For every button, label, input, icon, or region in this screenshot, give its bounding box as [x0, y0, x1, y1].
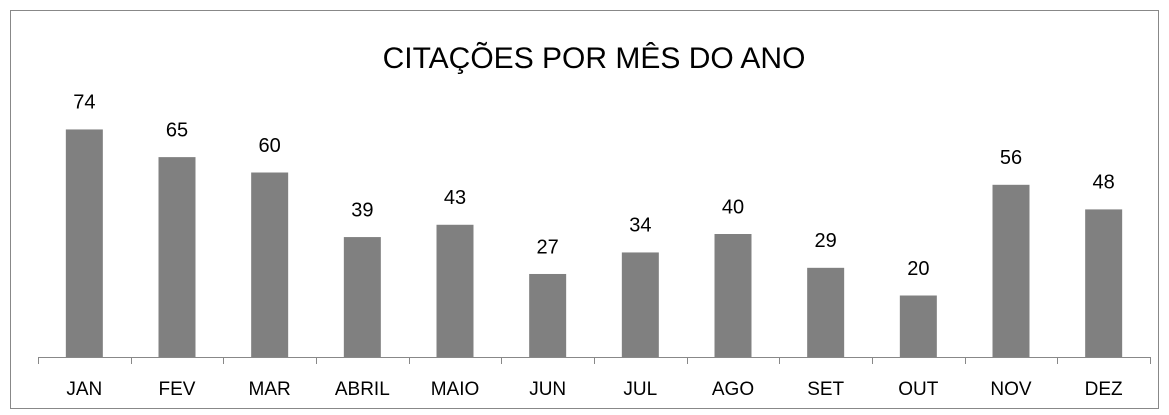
bar	[251, 172, 289, 357]
bar	[714, 234, 752, 357]
bar	[621, 252, 659, 357]
data-label: 74	[73, 92, 95, 114]
x-tick-label: OUT	[898, 379, 939, 400]
x-tick-label: NOV	[990, 379, 1032, 400]
chart-frame	[10, 10, 1159, 409]
data-label: 48	[1093, 172, 1115, 194]
bar	[992, 184, 1030, 357]
bar	[899, 295, 937, 357]
x-tick-label: ABRIL	[335, 379, 390, 400]
data-label: 56	[1000, 147, 1022, 169]
data-label: 40	[722, 196, 744, 218]
bar	[529, 273, 567, 357]
chart-title: CITAÇÕES POR MÊS DO ANO	[383, 41, 806, 75]
data-label: 39	[351, 199, 373, 221]
x-tick-label: AGO	[712, 379, 754, 400]
data-label: 60	[259, 135, 281, 157]
x-tick-label: DEZ	[1085, 379, 1123, 400]
bar	[1085, 209, 1123, 357]
bar	[343, 237, 381, 357]
data-label: 27	[537, 236, 559, 258]
x-tick-label: JAN	[66, 379, 102, 400]
x-tick-label: SET	[807, 379, 844, 400]
x-tick-label: JUL	[623, 379, 657, 400]
data-label: 65	[166, 119, 188, 141]
bar	[65, 129, 103, 357]
bar	[158, 157, 196, 357]
data-label: 34	[629, 215, 651, 237]
x-tick-label: FEV	[159, 379, 196, 400]
x-tick-label: MAIO	[431, 379, 480, 400]
data-label: 43	[444, 187, 466, 209]
data-label: 20	[907, 258, 929, 280]
x-tick-label: JUN	[529, 379, 566, 400]
x-tick-label: MAR	[249, 379, 291, 400]
data-label: 29	[815, 230, 837, 252]
bar	[807, 267, 845, 357]
bar	[436, 224, 474, 357]
